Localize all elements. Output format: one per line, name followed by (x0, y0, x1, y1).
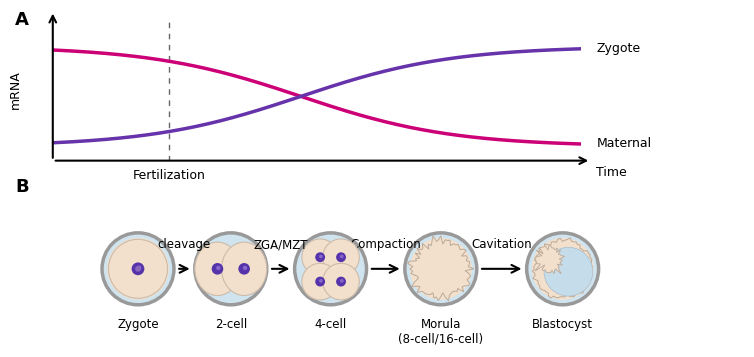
Circle shape (405, 233, 477, 305)
Text: A: A (15, 11, 29, 29)
Text: Compaction: Compaction (351, 238, 421, 251)
Circle shape (532, 238, 593, 300)
Circle shape (195, 233, 267, 305)
Text: Zygote: Zygote (596, 42, 641, 55)
Circle shape (243, 266, 247, 270)
Circle shape (323, 263, 360, 300)
Circle shape (102, 233, 174, 305)
Circle shape (216, 266, 220, 270)
Text: 2-cell: 2-cell (215, 318, 247, 331)
Circle shape (315, 252, 325, 262)
Polygon shape (532, 238, 593, 298)
Circle shape (340, 255, 344, 258)
Circle shape (527, 233, 599, 305)
Text: Cavitation: Cavitation (471, 238, 532, 251)
Circle shape (302, 263, 339, 300)
Text: Morula
(8-cell/16-cell): Morula (8-cell/16-cell) (398, 318, 483, 346)
Circle shape (200, 238, 262, 300)
Circle shape (319, 255, 323, 258)
Text: Maternal: Maternal (596, 137, 651, 151)
Circle shape (336, 252, 346, 262)
Circle shape (299, 238, 361, 300)
Text: Fertilization: Fertilization (133, 169, 205, 182)
Circle shape (323, 239, 360, 276)
Circle shape (340, 279, 344, 283)
Circle shape (109, 239, 167, 298)
Circle shape (132, 262, 144, 275)
Text: Time: Time (596, 166, 627, 179)
Ellipse shape (195, 242, 240, 296)
Text: mRNA: mRNA (9, 70, 23, 109)
Text: 4-cell: 4-cell (314, 318, 347, 331)
Circle shape (107, 238, 169, 300)
Circle shape (135, 266, 141, 272)
Circle shape (136, 266, 141, 270)
Circle shape (315, 277, 325, 287)
Circle shape (295, 233, 366, 305)
Circle shape (238, 263, 250, 275)
Text: ZGA/MZT: ZGA/MZT (253, 238, 308, 251)
Circle shape (410, 238, 472, 300)
Circle shape (336, 277, 346, 287)
Ellipse shape (544, 247, 593, 296)
Text: B: B (15, 178, 29, 196)
Polygon shape (408, 236, 474, 301)
Text: Blastocyst: Blastocyst (532, 318, 593, 331)
Circle shape (212, 263, 223, 275)
Circle shape (319, 279, 323, 283)
Text: Zygote: Zygote (117, 318, 159, 331)
Text: cleavage: cleavage (158, 238, 211, 251)
Ellipse shape (222, 242, 267, 296)
Polygon shape (535, 246, 565, 274)
Circle shape (302, 239, 339, 276)
